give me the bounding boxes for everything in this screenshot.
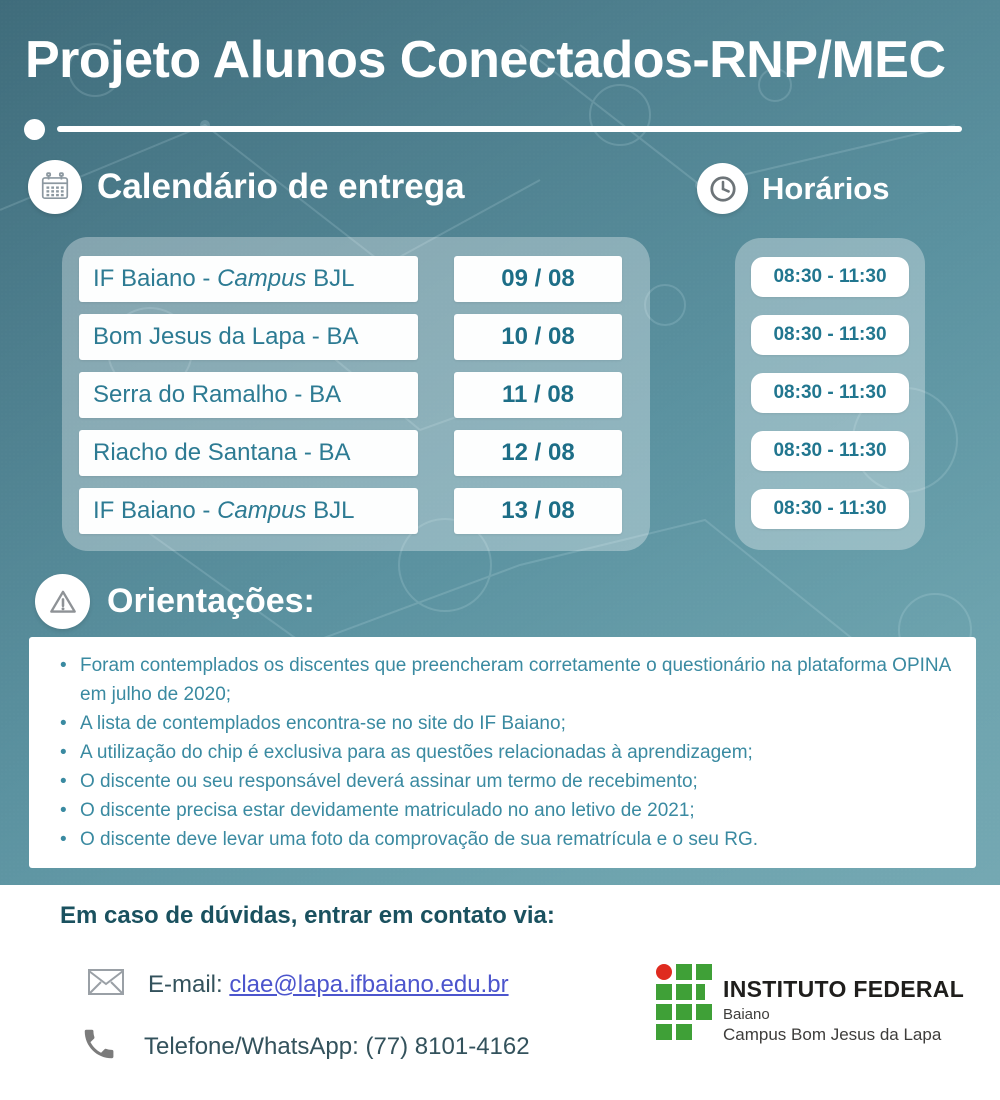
guideline-text: Foram contemplados os discentes que pree… (80, 655, 951, 705)
logo-square (676, 964, 692, 980)
location-italic: Campus (217, 497, 307, 524)
email-line: E-mail: clae@lapa.ifbaiano.edu.br (148, 971, 509, 999)
logo-square (676, 1004, 692, 1020)
table-row: IF Baiano - Campus BJL 09 / 08 (79, 256, 650, 302)
delivery-date: 11 / 08 (454, 372, 622, 418)
instituto-federal-logo: INSTITUTO FEDERAL Baiano Campus Bom Jesu… (656, 964, 964, 1045)
list-item: • A lista de contemplados encontra-se no … (57, 709, 952, 738)
logo-institution-name: INSTITUTO FEDERAL (723, 976, 965, 1002)
delivery-location: IF Baiano - Campus BJL (79, 488, 418, 534)
logo-square (656, 1024, 672, 1040)
delivery-location: Serra do Ramalho - BA (79, 372, 418, 418)
warning-triangle-icon (35, 574, 90, 629)
location-pre: Bom Jesus da Lapa - BA (93, 323, 359, 350)
logo-square (656, 984, 672, 1000)
delivery-date: 12 / 08 (454, 430, 622, 476)
logo-red-circle (656, 964, 672, 980)
location-pre: IF Baiano - (93, 497, 218, 524)
logo-square (676, 1024, 692, 1040)
page-title: Projeto Alunos Conectados-RNP/MEC (25, 31, 946, 89)
guideline-text: O discente ou seu responsável deverá ass… (80, 771, 698, 792)
list-item: • O discente deve levar uma foto da compr… (57, 825, 952, 854)
bullet-marker: • (60, 655, 67, 676)
list-item: • A utilização do chip é exclusiva para a… (57, 738, 952, 767)
logo-campus: Campus Bom Jesus da Lapa (723, 1025, 942, 1044)
guidelines-list: • Foram contemplados os discentes que pre… (57, 651, 952, 854)
guidelines-section-label: Orientações: (107, 582, 315, 620)
logo-square (696, 1004, 712, 1020)
location-post: BJL (306, 497, 355, 524)
calendar-icon (28, 160, 82, 214)
guideline-text: O discente precisa estar devidamente mat… (80, 800, 695, 821)
location-pre: IF Baiano - (93, 265, 218, 292)
guidelines-box: • Foram contemplados os discentes que pre… (29, 637, 976, 868)
phone-row: Telefone/WhatsApp: (77) 8101-4162 (80, 1025, 530, 1068)
time-slot: 08:30 - 11:30 (751, 257, 909, 297)
location-post: BJL (306, 265, 355, 292)
list-item: • O discente precisa estar devidamente ma… (57, 796, 952, 825)
list-item: • Foram contemplados os discentes que pre… (57, 651, 952, 709)
schedule-section-label: Horários (762, 170, 890, 206)
contact-heading: Em caso de dúvidas, entrar em contato vi… (60, 902, 555, 929)
calendar-section-header: Calendário de entrega (28, 160, 465, 214)
location-italic: Campus (217, 265, 307, 292)
title-rule-dot (24, 119, 45, 140)
delivery-location: IF Baiano - Campus BJL (79, 256, 418, 302)
bullet-marker: • (60, 829, 67, 850)
contact-section: Em caso de dúvidas, entrar em contato vi… (0, 885, 1000, 1100)
guideline-text: A lista de contemplados encontra-se no s… (80, 713, 566, 734)
logo-square (676, 984, 692, 1000)
location-pre: Serra do Ramalho - BA (93, 381, 342, 408)
logo-text: INSTITUTO FEDERAL Baiano Campus Bom Jesu… (723, 964, 964, 1045)
delivery-location: Riacho de Santana - BA (79, 430, 418, 476)
delivery-date: 09 / 08 (454, 256, 622, 302)
delivery-location: Bom Jesus da Lapa - BA (79, 314, 418, 360)
location-pre: Riacho de Santana - BA (93, 439, 351, 466)
schedule-panel: 08:30 - 11:30 08:30 - 11:30 08:30 - 11:3… (735, 238, 925, 550)
bullet-marker: • (60, 800, 67, 821)
logo-state: Baiano (723, 1006, 770, 1023)
envelope-icon (87, 967, 125, 1002)
delivery-calendar-panel: IF Baiano - Campus BJL 09 / 08 Bom Jesus… (62, 237, 650, 551)
bullet-marker: • (60, 771, 67, 792)
table-row: Serra do Ramalho - BA 11 / 08 (79, 372, 650, 418)
logo-square (696, 964, 712, 980)
table-row: IF Baiano - Campus BJL 13 / 08 (79, 488, 650, 534)
time-slot: 08:30 - 11:30 (751, 373, 909, 413)
guideline-text: O discente deve levar uma foto da compro… (80, 829, 759, 850)
time-slot: 08:30 - 11:30 (751, 315, 909, 355)
logo-square (656, 1004, 672, 1020)
time-slot: 08:30 - 11:30 (751, 431, 909, 471)
schedule-section-header: Horários (697, 163, 889, 214)
guidelines-section-header: Orientações: (35, 574, 315, 629)
logo-square (696, 984, 705, 1000)
logo-squares-grid (656, 964, 712, 1040)
calendar-section-label: Calendário de entrega (97, 167, 465, 206)
email-label: E-mail: (148, 970, 230, 998)
email-row: E-mail: clae@lapa.ifbaiano.edu.br (87, 967, 509, 1002)
list-item: • O discente ou seu responsável deverá as… (57, 767, 952, 796)
table-row: Bom Jesus da Lapa - BA 10 / 08 (79, 314, 650, 360)
bullet-marker: • (60, 713, 67, 734)
clock-icon (697, 163, 748, 214)
email-link[interactable]: clae@lapa.ifbaiano.edu.br (229, 970, 509, 998)
delivery-date: 10 / 08 (454, 314, 622, 360)
delivery-date: 13 / 08 (454, 488, 622, 534)
time-slot: 08:30 - 11:30 (751, 489, 909, 529)
title-rule-line (57, 126, 962, 132)
table-row: Riacho de Santana - BA 12 / 08 (79, 430, 650, 476)
bullet-marker: • (60, 742, 67, 763)
phone-icon (80, 1025, 118, 1068)
guideline-text: A utilização do chip é exclusiva para as… (80, 742, 753, 763)
phone-line: Telefone/WhatsApp: (77) 8101-4162 (144, 1032, 530, 1060)
